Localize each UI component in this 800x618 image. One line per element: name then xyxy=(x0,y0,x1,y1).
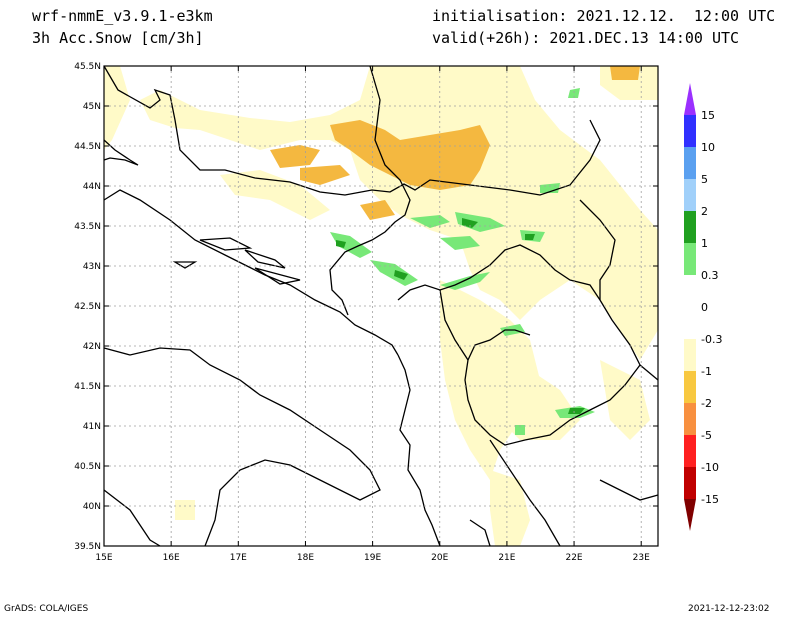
snow-light-areas xyxy=(104,66,658,546)
colorbar-segment xyxy=(684,115,696,147)
colorbar-label: -5 xyxy=(701,429,712,442)
lat-tick-label: 39.5N xyxy=(74,542,101,552)
lat-tick-label: 42.5N xyxy=(74,302,101,312)
lon-tick-label: 22E xyxy=(565,553,582,563)
lon-tick-label: 23E xyxy=(633,553,650,563)
field-title: 3h Acc.Snow [cm/3h] xyxy=(32,29,204,47)
lat-tick-label: 41N xyxy=(83,422,101,432)
colorbar-segment xyxy=(684,147,696,179)
colorbar-arrow-top xyxy=(684,83,696,115)
colorbar-label: 0.3 xyxy=(701,269,719,282)
lon-tick-label: 21E xyxy=(498,553,515,563)
colorbar-arrow-bottom xyxy=(684,499,696,531)
colorbar-segment xyxy=(684,467,696,499)
colorbar-label: 15 xyxy=(701,109,715,122)
lon-tick-label: 16E xyxy=(163,553,180,563)
lat-tick-label: 44.5N xyxy=(74,142,101,152)
snow-heavy-areas xyxy=(336,218,585,414)
lat-tick-label: 43.5N xyxy=(74,222,101,232)
lon-tick-label: 17E xyxy=(230,553,247,563)
coast-albania xyxy=(397,354,441,547)
colorbar-label: -1 xyxy=(701,365,712,378)
grads-credit: GrADS: COLA/IGES xyxy=(4,604,89,614)
colorbar-label: 0 xyxy=(701,301,708,314)
lat-tick-label: 43N xyxy=(83,262,101,272)
lat-tick-label: 40N xyxy=(83,502,101,512)
border-bulgaria-east xyxy=(639,364,659,381)
lat-tick-label: 45N xyxy=(83,102,101,112)
coast-italy xyxy=(103,347,381,547)
border-greece xyxy=(489,439,561,547)
lon-tick-label: 20E xyxy=(431,553,448,563)
lat-tick-label: 45.5N xyxy=(74,62,101,72)
lon-tick-label: 15E xyxy=(95,553,112,563)
map-panel: 15E 16E 17E 18E 19E 20E 21E 22E 23E 39.5N 40N 40.5N… xyxy=(74,62,659,563)
coast-corfu xyxy=(469,519,491,547)
initialisation-label: initialisation: 2021.12.12. 12:00 UTC xyxy=(432,7,776,25)
border-albania-north xyxy=(439,289,469,361)
border-north xyxy=(103,65,601,196)
colorbar-label: -15 xyxy=(701,493,719,506)
lat-tick-label: 44N xyxy=(83,182,101,192)
coast-istria xyxy=(103,139,139,166)
island-4 xyxy=(172,261,198,269)
colorbar-segment xyxy=(684,243,696,275)
model-title: wrf-nmmE_v3.9.1-e3km xyxy=(32,7,213,25)
axis-ticks: 15E 16E 17E 18E 19E 20E 21E 22E 23E 39.5N 40N 40.5N… xyxy=(74,62,658,563)
border-kosovo-macedonia xyxy=(397,244,641,446)
coast-aegean xyxy=(599,479,659,501)
colorbar-segment xyxy=(684,339,696,371)
coast-italy-south xyxy=(103,489,161,547)
lat-tick-label: 41.5N xyxy=(74,382,101,392)
colorbar-segment xyxy=(684,435,696,467)
island-2 xyxy=(244,249,286,269)
colorbar-segment xyxy=(684,211,696,243)
valid-time-label: valid(+26h): 2021.DEC.13 14:00 UTC xyxy=(432,29,740,47)
lat-tick-label: 42N xyxy=(83,342,101,352)
boundaries xyxy=(103,65,659,547)
colorbar-label: 10 xyxy=(701,141,715,154)
colorbar-segment xyxy=(684,275,696,307)
border-bosnia-east xyxy=(329,65,411,316)
snow-green-areas xyxy=(330,88,595,435)
colorbar-label: -0.3 xyxy=(701,333,722,346)
island-3 xyxy=(254,267,301,285)
colorbar: 15 10 5 2 1 0.3 0 -0.3 -1 -2 -5 -10 -15 xyxy=(684,83,722,531)
lon-tick-label: 18E xyxy=(297,553,314,563)
island-1 xyxy=(199,237,253,251)
snow-moderate-areas xyxy=(270,66,640,220)
timestamp: 2021-12-12-23:02 xyxy=(688,604,770,614)
border-serbia-bulgaria xyxy=(579,199,616,300)
colorbar-label: 1 xyxy=(701,237,708,250)
lat-tick-label: 40.5N xyxy=(74,462,101,472)
gridlines xyxy=(104,66,658,546)
colorbar-segment xyxy=(684,371,696,403)
colorbar-label: 5 xyxy=(701,173,708,186)
colorbar-segment xyxy=(684,307,696,339)
colorbar-label: 2 xyxy=(701,205,708,218)
colorbar-label: -2 xyxy=(701,397,712,410)
lon-tick-label: 19E xyxy=(364,553,381,563)
colorbar-segment xyxy=(684,179,696,211)
colorbar-label: -10 xyxy=(701,461,719,474)
colorbar-segment xyxy=(684,403,696,435)
